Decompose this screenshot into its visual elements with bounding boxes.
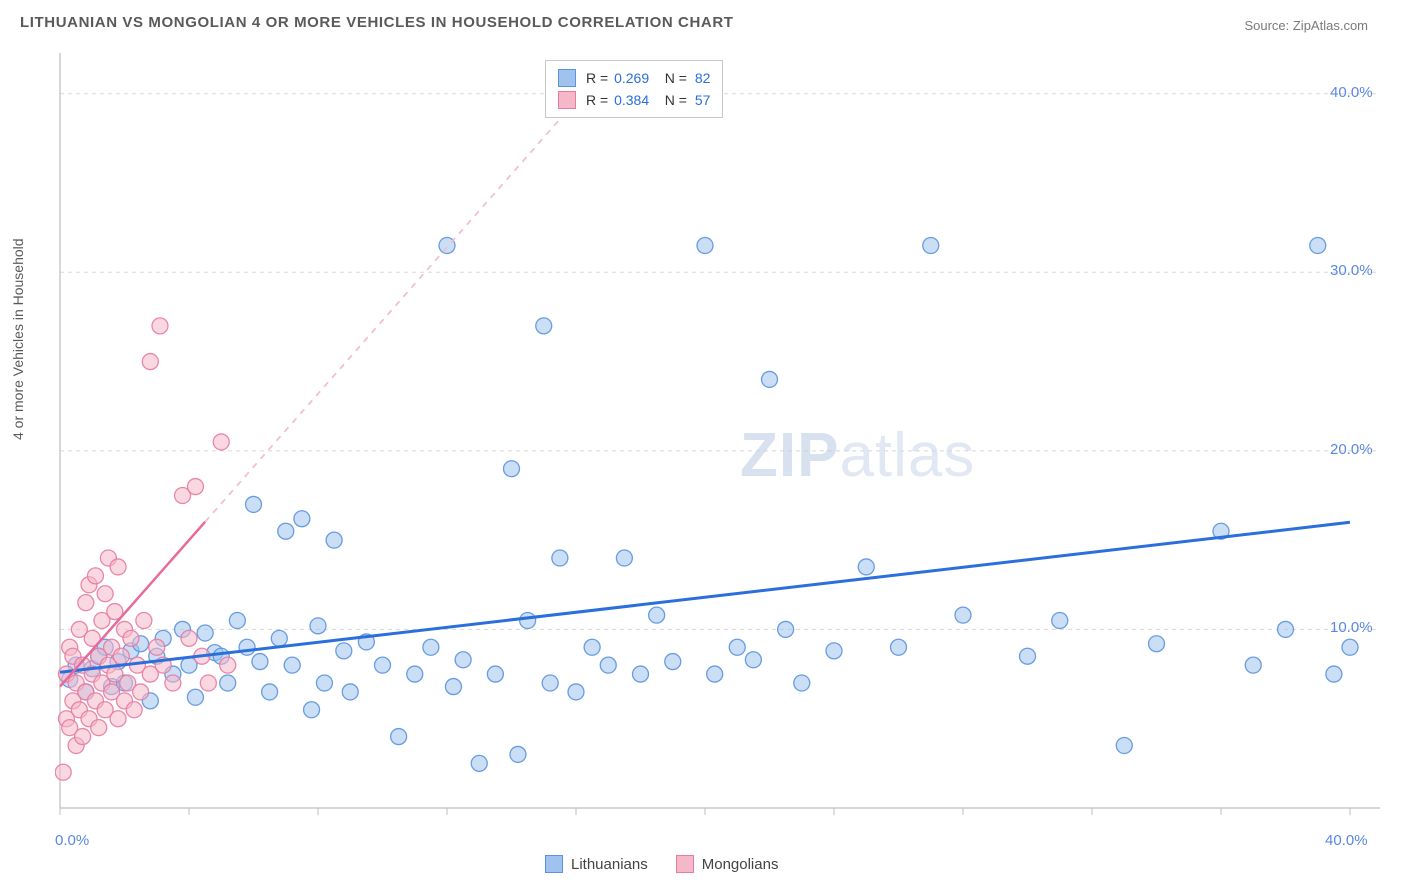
legend-label: Lithuanians <box>571 856 648 873</box>
stats-legend: R = 0.269 N = 82R = 0.384 N = 57 <box>545 60 723 118</box>
legend-text: R = 0.269 N = 82 <box>586 67 710 89</box>
stats-legend-row: R = 0.384 N = 57 <box>558 89 710 111</box>
legend-swatch <box>545 855 563 873</box>
y-tick-label: 30.0% <box>1330 262 1373 279</box>
stats-legend-row: R = 0.269 N = 82 <box>558 67 710 89</box>
source-label: Source: ZipAtlas.com <box>1244 18 1368 33</box>
legend-swatch <box>558 69 576 87</box>
y-tick-label: 40.0% <box>1330 84 1373 101</box>
series-legend-item: Mongolians <box>676 855 779 873</box>
series-legend: Lithuanians Mongolians <box>545 855 778 873</box>
x-tick-label: 40.0% <box>1325 832 1368 849</box>
scatter-plot <box>55 48 1385 838</box>
y-tick-label: 20.0% <box>1330 441 1373 458</box>
y-tick-label: 10.0% <box>1330 619 1373 636</box>
series-legend-item: Lithuanians <box>545 855 648 873</box>
legend-swatch <box>558 91 576 109</box>
legend-label: Mongolians <box>702 856 779 873</box>
legend-text: R = 0.384 N = 57 <box>586 89 710 111</box>
chart-title: LITHUANIAN VS MONGOLIAN 4 OR MORE VEHICL… <box>20 14 734 31</box>
x-tick-label: 0.0% <box>55 832 89 849</box>
y-axis-label: 4 or more Vehicles in Household <box>10 238 26 440</box>
legend-swatch <box>676 855 694 873</box>
chart-svg <box>55 48 1385 838</box>
